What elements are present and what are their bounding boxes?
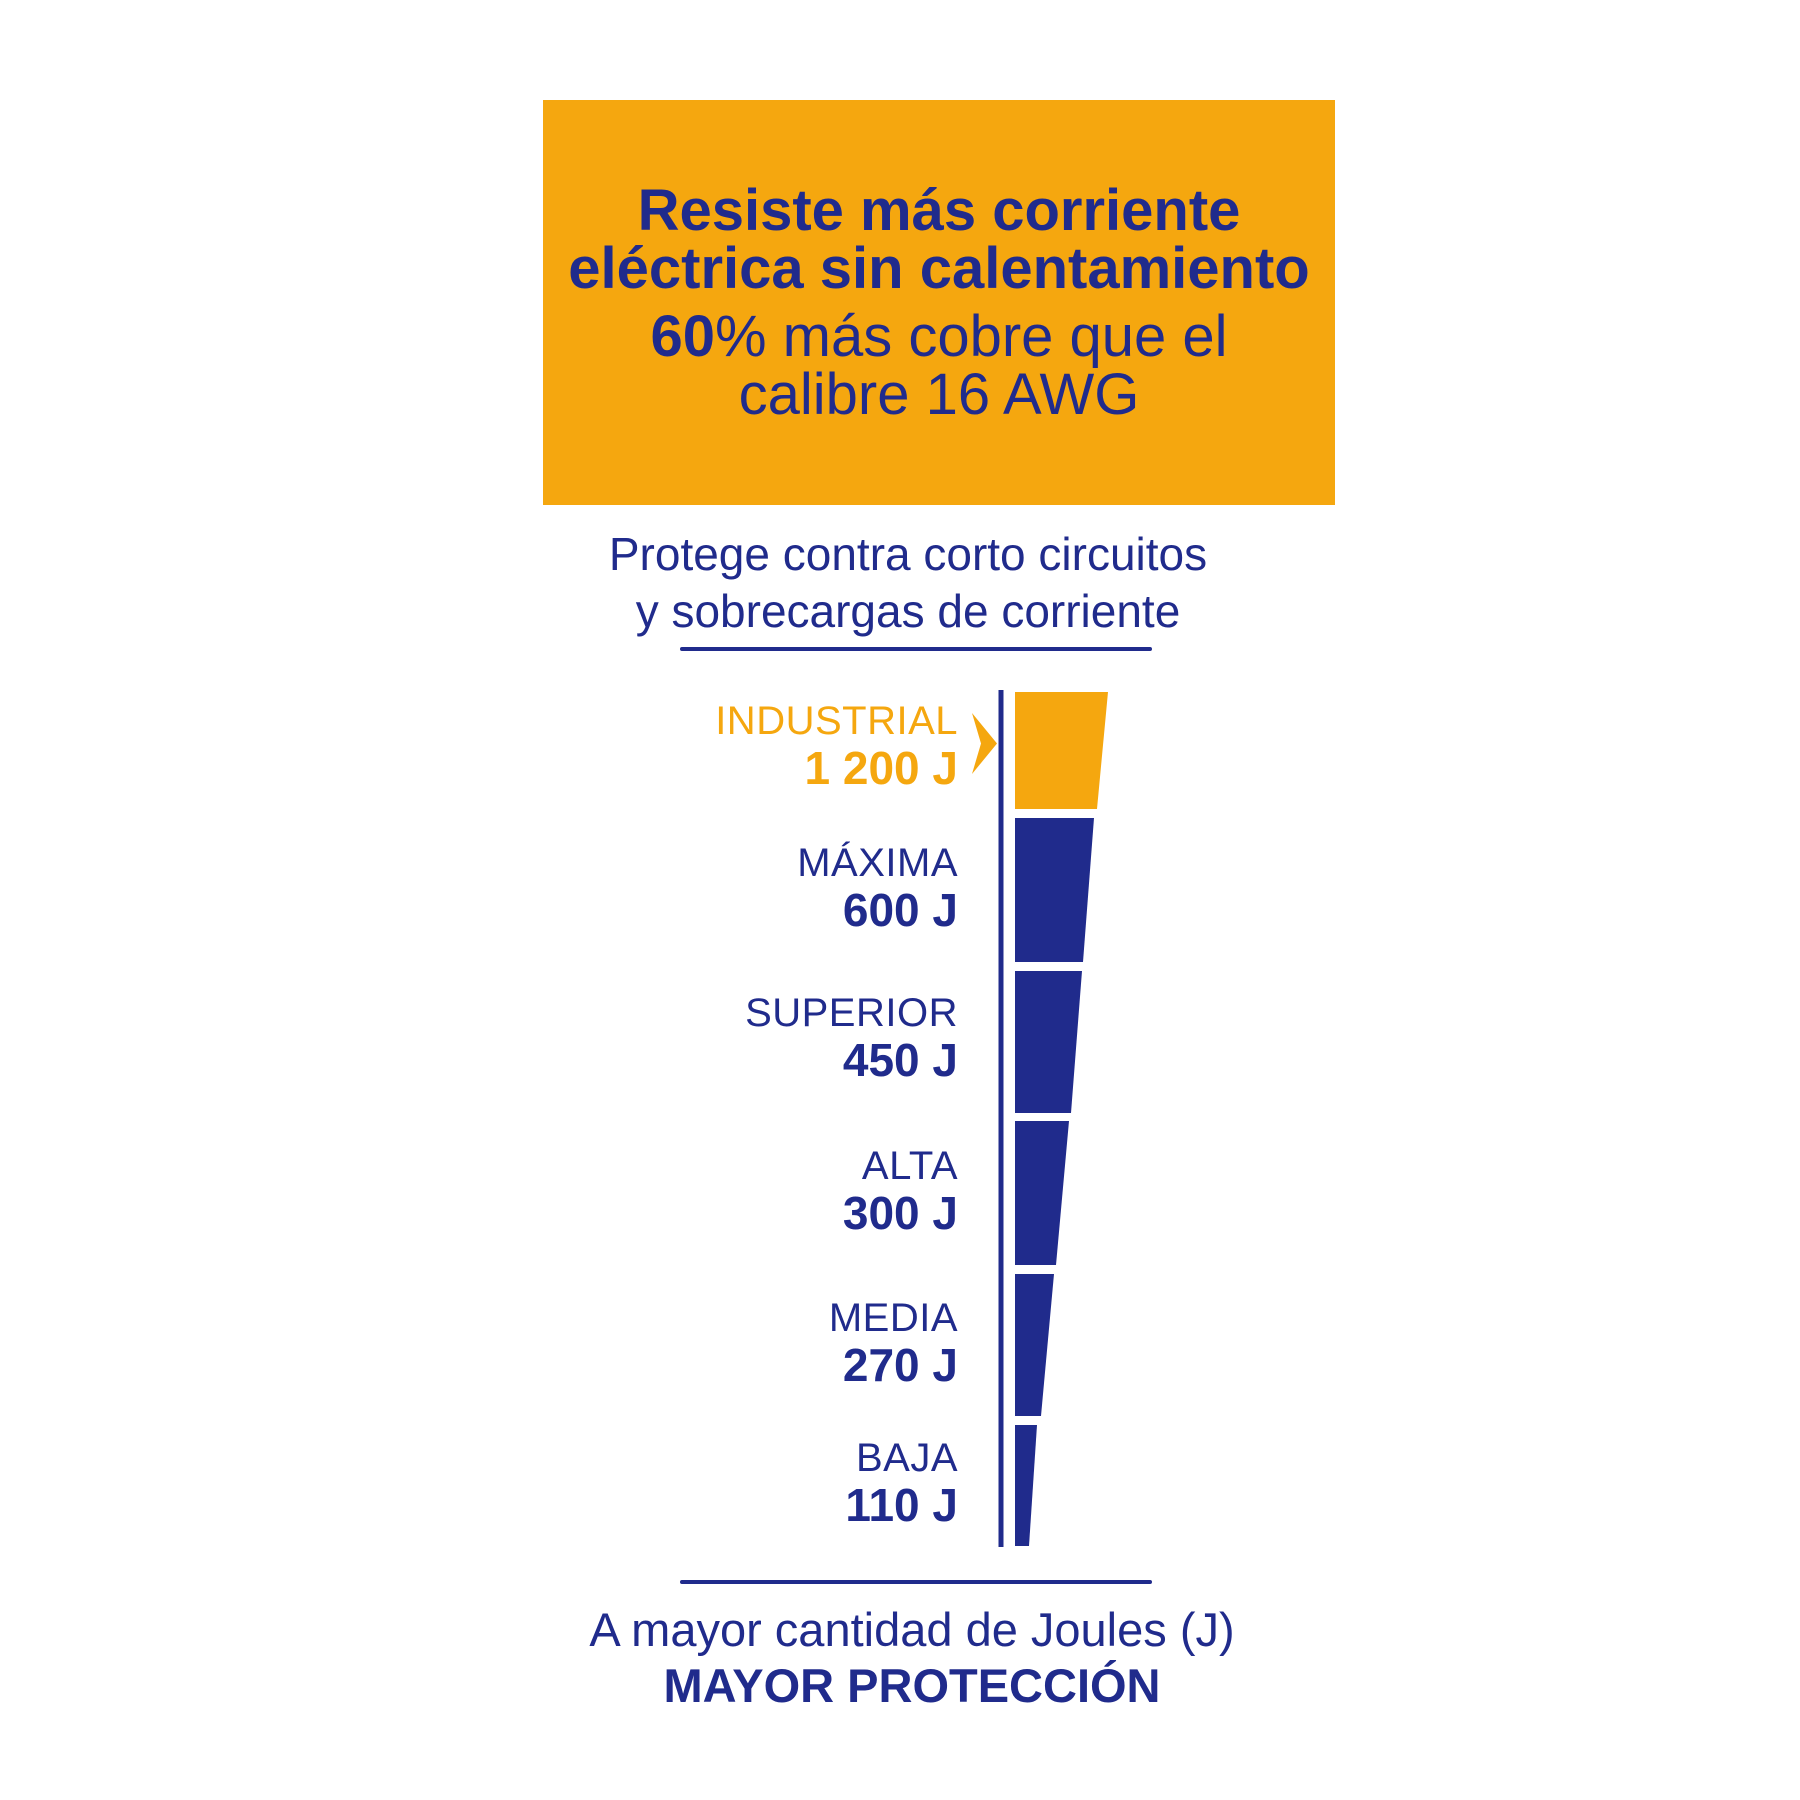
- funnel-segment-alta: [1015, 1121, 1069, 1265]
- headline-line1: Resiste más corriente: [637, 178, 1241, 243]
- funnel-segment-superior: [1015, 971, 1082, 1113]
- headline-line3-rest: % más cobre que el: [714, 304, 1228, 369]
- level-name: SUPERIOR: [745, 990, 958, 1035]
- funnel-segment-industrial: [1015, 692, 1108, 809]
- level-value: 450 J: [842, 1033, 958, 1086]
- header-box: Resiste más corriente eléctrica sin cale…: [543, 100, 1335, 505]
- level-value: 1 200 J: [804, 741, 958, 794]
- headline-line3: 60% más cobre que el: [543, 308, 1335, 366]
- headline-line4: calibre 16 AWG: [738, 362, 1140, 427]
- footer-line2: MAYOR PROTECCIÓN: [663, 1659, 1161, 1712]
- footer-line1: A mayor cantidad de Joules (J): [589, 1603, 1235, 1656]
- level-value: 300 J: [842, 1186, 958, 1239]
- level-value: 600 J: [842, 883, 958, 936]
- level-label-alta: ALTA 300 J: [498, 1143, 958, 1239]
- level-value: 110 J: [845, 1478, 958, 1531]
- headline-line2: eléctrica sin calentamiento: [568, 236, 1310, 301]
- level-name: INDUSTRIAL: [715, 698, 958, 743]
- level-name: ALTA: [861, 1143, 958, 1188]
- axis-line: [998, 690, 1004, 1547]
- subtitle-line1: Protege contra corto circuitos: [608, 528, 1208, 580]
- level-label-máxima: MÁXIMA 600 J: [498, 840, 958, 936]
- footer: A mayor cantidad de Joules (J) MAYOR PRO…: [412, 1602, 1412, 1714]
- level-name: BAJA: [855, 1435, 958, 1480]
- arrow-right-icon: [972, 713, 997, 774]
- level-label-industrial: INDUSTRIAL 1 200 J: [498, 698, 958, 794]
- divider-top: [680, 647, 1152, 651]
- subtitle-line2: y sobrecargas de corriente: [635, 585, 1181, 637]
- level-label-media: MEDIA 270 J: [498, 1295, 958, 1391]
- divider-bottom: [680, 1580, 1152, 1584]
- funnel-segment-máxima: [1015, 818, 1094, 962]
- level-name: MEDIA: [828, 1295, 958, 1340]
- headline-percent-value: 60: [650, 304, 715, 369]
- level-label-baja: BAJA 110 J: [498, 1435, 958, 1531]
- funnel-segment-media: [1015, 1274, 1054, 1416]
- subtitle: Protege contra corto circuitos y sobreca…: [408, 526, 1408, 640]
- level-name: MÁXIMA: [797, 840, 958, 885]
- funnel-segment-baja: [1015, 1425, 1037, 1546]
- level-label-superior: SUPERIOR 450 J: [498, 990, 958, 1086]
- funnel-chart: [972, 690, 1108, 1547]
- level-value: 270 J: [842, 1338, 958, 1391]
